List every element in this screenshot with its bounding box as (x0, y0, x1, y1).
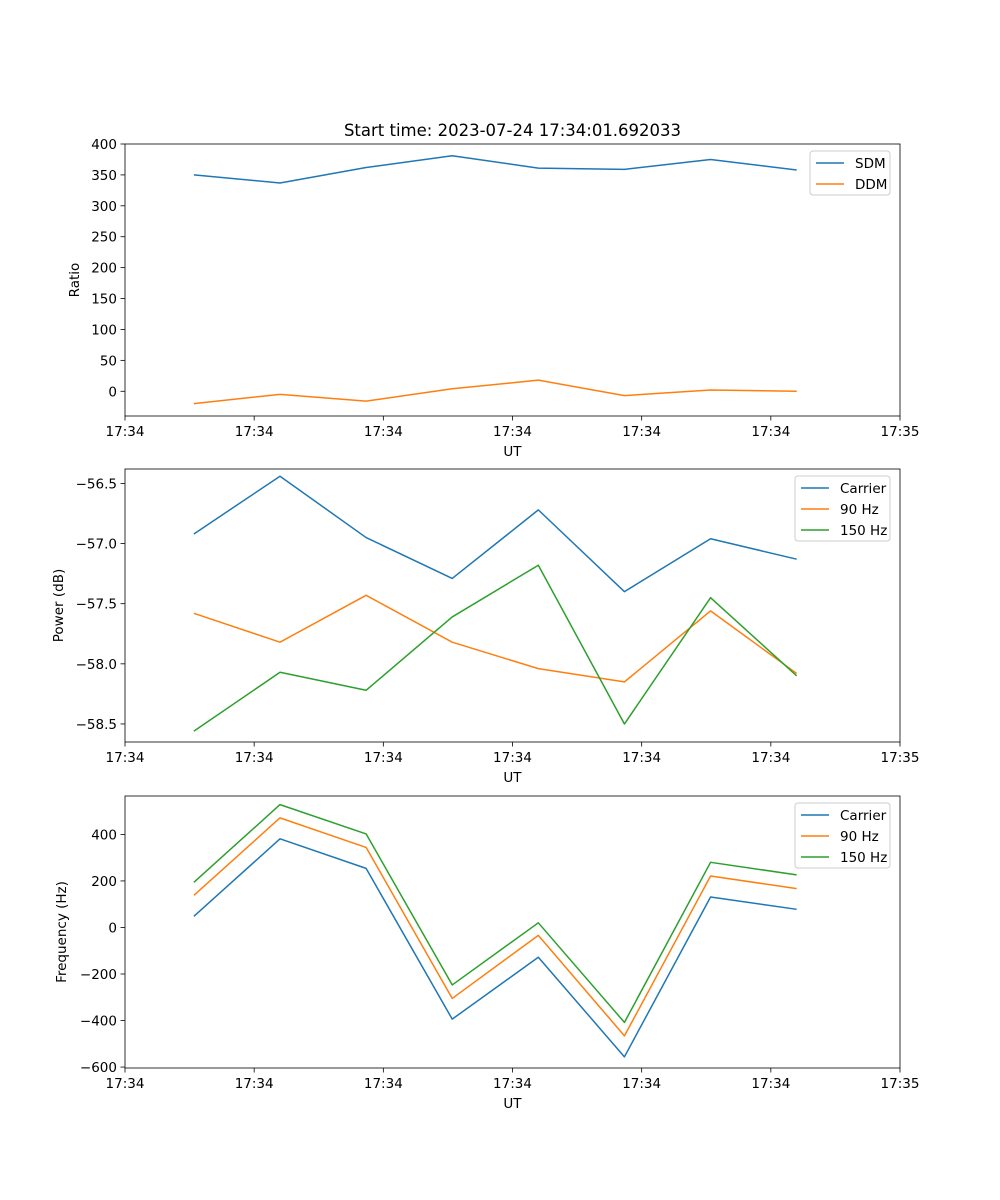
x-tick-label: 17:35 (881, 424, 920, 440)
x-tick-label: 17:34 (751, 424, 790, 440)
legend: Carrier 90 Hz 150 Hz (794, 475, 891, 542)
y-tick-label: 200 (91, 874, 117, 890)
y-tick-label: −400 (80, 1014, 117, 1030)
x-tick-label: 17:34 (493, 1076, 532, 1092)
x-tick-label: 17:35 (881, 750, 920, 766)
y-tick-label: 200 (91, 261, 117, 277)
y-tick-label: 50 (100, 353, 117, 369)
x-axis-label: UT (503, 1096, 522, 1112)
y-tick-label: 0 (108, 384, 117, 400)
y-tick-label: 400 (91, 827, 117, 843)
x-tick-label: 17:34 (622, 1076, 661, 1092)
x-tick-label: 17:34 (106, 1076, 145, 1092)
legend-box (794, 802, 891, 869)
y-tick-label: 100 (91, 322, 117, 338)
x-tick-label: 17:34 (622, 750, 661, 766)
x-tick-label: 17:34 (106, 750, 145, 766)
legend-entry: Carrier (840, 808, 887, 824)
legend: Carrier 90 Hz 150 Hz (794, 802, 891, 869)
y-tick-label: −600 (80, 1060, 117, 1076)
legend-box (794, 475, 891, 542)
legend-entry: 90 Hz (840, 502, 879, 518)
y-tick-label: 350 (91, 168, 117, 184)
x-axis-label: UT (503, 770, 522, 786)
x-tick-label: 17:34 (493, 750, 532, 766)
x-tick-label: 17:34 (106, 424, 145, 440)
y-tick-label: 150 (91, 292, 117, 308)
series-line-90-hz (193, 594, 798, 683)
legend-entry: DDM (855, 177, 887, 193)
series-line-carrier (193, 838, 797, 1058)
x-tick-label: 17:34 (751, 750, 790, 766)
legend-entry: Carrier (840, 481, 887, 497)
series-line-150-hz (193, 564, 798, 732)
x-tick-label: 17:35 (881, 1076, 920, 1092)
y-axis-label: Power (dB) (51, 569, 67, 642)
y-tick-label: −57.0 (76, 537, 117, 553)
y-tick-label: −200 (80, 967, 117, 983)
x-tick-label: 17:34 (751, 1076, 790, 1092)
x-tick-label: 17:34 (622, 424, 661, 440)
chart-title: Start time: 2023-07-24 17:34:01.692033 (344, 121, 681, 140)
y-tick-label: −57.5 (76, 597, 117, 613)
x-tick-label: 17:34 (493, 424, 532, 440)
legend-entry: 90 Hz (840, 829, 879, 845)
legend-entry: 150 Hz (840, 850, 887, 866)
subplot-2: 17:34 17:34 17:34 17:34 17:34 17:34 17:35 −58.5… (51, 468, 920, 786)
legend: SDM DDM (809, 150, 891, 196)
legend-entry: 150 Hz (840, 523, 887, 539)
y-tick-label: −58.0 (76, 657, 117, 673)
x-tick-label: 17:34 (364, 424, 403, 440)
subplot-1: Start time: 2023-07-24 17:34:01.692033 17… (67, 121, 919, 460)
legend-entry: SDM (855, 156, 886, 172)
x-tick-label: 17:34 (364, 750, 403, 766)
subplot-3: 17:34 17:34 17:34 17:34 17:34 17:34 17:35 −600 −… (54, 795, 920, 1112)
y-tick-label: −56.5 (76, 476, 117, 492)
x-tick-label: 17:34 (235, 1076, 274, 1092)
series-line-ddm (193, 379, 797, 405)
y-axis-label: Ratio (67, 263, 83, 298)
y-tick-label: 300 (91, 199, 117, 215)
series-line-sdm (193, 155, 797, 184)
y-tick-label: 400 (91, 137, 117, 153)
x-tick-label: 17:34 (235, 750, 274, 766)
x-axis-label: UT (503, 444, 522, 460)
x-tick-label: 17:34 (235, 424, 274, 440)
y-tick-label: 0 (108, 920, 117, 936)
x-tick-label: 17:34 (364, 1076, 403, 1092)
y-tick-label: −58.5 (76, 717, 117, 733)
y-axis-label: Frequency (Hz) (54, 881, 70, 983)
series-line-150-hz (193, 803, 797, 1024)
y-tick-label: 250 (91, 230, 117, 246)
series-line-carrier (193, 475, 797, 593)
series-line-90-hz (193, 817, 797, 1037)
